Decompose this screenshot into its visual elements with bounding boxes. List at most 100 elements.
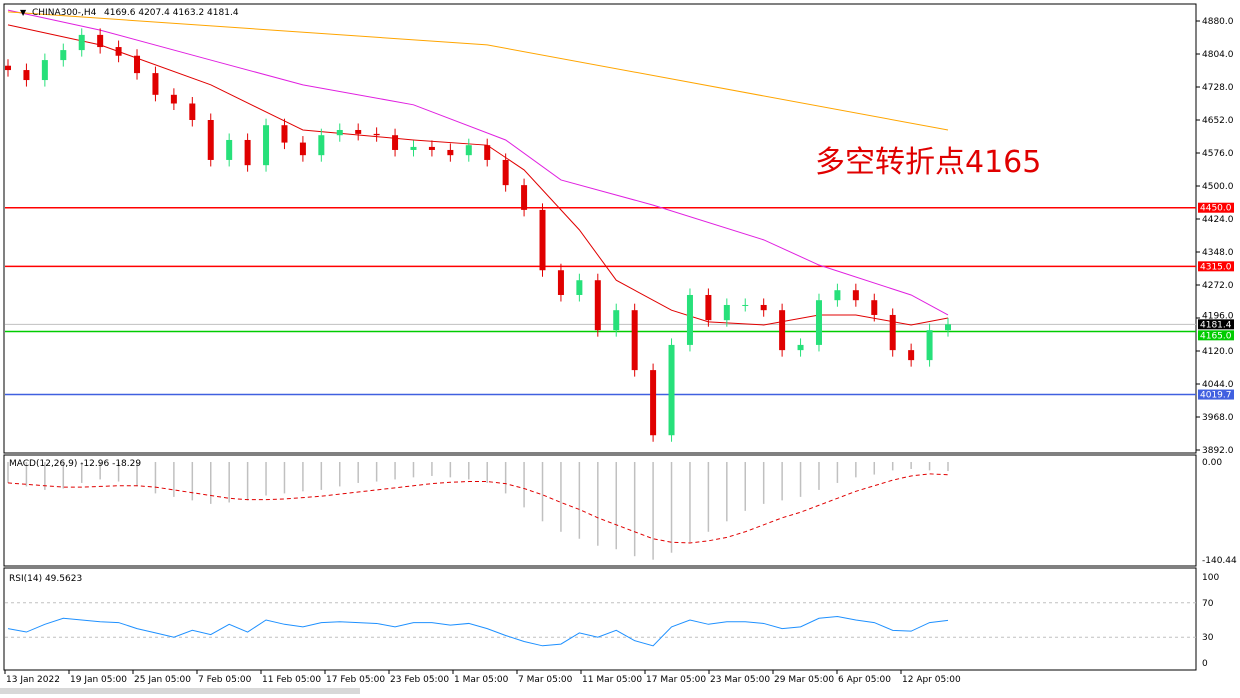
moving-average-line [7,9,949,316]
candle-body [134,55,141,74]
price-level-label: 4019.7 [1200,391,1232,401]
candle-body [5,65,11,71]
candle-body [60,50,67,61]
x-tick-label: 17 Mar 05:00 [646,675,706,685]
candle-body [834,290,841,301]
x-tick-label: 23 Feb 05:00 [390,675,449,685]
y-tick-label: 4728.0 [1202,83,1234,93]
x-tick-label: 13 Jan 2022 [6,675,60,685]
candle-body [207,120,214,160]
candle-body [668,344,675,436]
candle-body [447,149,454,156]
y-tick-label: 3968.0 [1202,413,1234,423]
candle-body [410,146,417,150]
rsi-tick-label: 0 [1202,659,1208,669]
x-tick-label: 17 Feb 05:00 [326,675,385,685]
x-tick-label: 23 Mar 05:00 [710,675,770,685]
price-level-tag [1198,261,1234,272]
candle-body [521,185,528,210]
candle-body [557,270,564,295]
candle-body [244,139,251,166]
x-tick-label: 19 Jan 05:00 [70,675,127,685]
price-level-label: 4450.0 [1200,204,1232,214]
x-tick-label: 7 Mar 05:00 [518,675,573,685]
candle-body [576,280,583,295]
symbol-dropdown-icon[interactable]: ▼ [20,8,27,17]
y-tick-label: 4880.0 [1202,17,1234,27]
candle-body [152,73,159,95]
price-level-tag [1198,389,1234,400]
candle-body [926,330,933,361]
y-tick-label: 4272.0 [1202,281,1234,291]
candle-body [373,133,380,136]
candle-body [502,159,509,186]
x-tick-label: 6 Apr 05:00 [838,675,891,685]
chart-ohlc: 4169.6 4207.4 4163.2 4181.4 [104,8,239,18]
y-tick-label: 4500.0 [1202,182,1234,192]
candle-body [760,304,767,311]
candle-body [723,304,730,321]
candle-body [815,300,822,345]
macd-panel: 0.00 -140.44 [7,458,1237,566]
y-tick-label: 4348.0 [1202,248,1234,258]
macd-signal-line [7,473,949,544]
candle-body [650,370,657,436]
candle-body [465,145,472,156]
x-tick-label: 12 Apr 05:00 [902,675,961,685]
candle-body [189,103,196,120]
horizontal-scrollbar[interactable] [0,688,360,694]
price-level-label: 4165.0 [1200,331,1232,341]
price-level-tag [1198,319,1234,330]
candle-body [318,135,325,156]
x-tick-label: 11 Feb 05:00 [262,675,321,685]
candle-body [594,280,601,331]
rsi-panel: 100 70 30 0 [5,573,1219,669]
candle-body [871,300,878,315]
rsi-tick-label: 100 [1202,573,1219,583]
rsi-tick-label: 70 [1202,599,1214,609]
annotation-text: 多空转折点4165 [815,145,1041,180]
x-tick-label: 29 Mar 05:00 [774,675,834,685]
y-tick-label: 4804.0 [1202,50,1234,60]
candle-body [852,290,859,301]
candle-body [299,142,306,156]
price-level-label: 4315.0 [1200,262,1232,272]
price-panel: 4880.0 4804.0 4728.0 4652.0 4576.0 4500.0 4424… [5,9,1234,456]
y-tick-label: 4652.0 [1202,116,1234,126]
candle-body [945,324,951,331]
macd-tick-label: -140.44 [1202,556,1237,566]
candle-body [23,70,30,81]
moving-average-line [7,11,949,131]
price-level-tag [1198,202,1234,213]
candle-body [908,350,915,361]
candle-body [41,60,48,81]
candle-body [797,344,804,351]
candle-body [78,34,85,51]
y-tick-label: 3892.0 [1202,446,1234,456]
rsi-tick-label: 30 [1202,633,1214,643]
candle-body [428,146,435,150]
y-tick-label: 4576.0 [1202,149,1234,159]
candle-body [889,314,896,351]
macd-title: MACD(12,26,9) -12.96 -18.29 [9,459,141,469]
candle-body [336,129,343,136]
candle-body [631,310,638,371]
macd-tick-label: 0.00 [1202,458,1222,468]
y-tick-label: 4120.0 [1202,347,1234,357]
x-tick-label: 25 Jan 05:00 [134,675,191,685]
candle-body [613,310,620,331]
chart-symbol: CHINA300-,H4 [32,8,97,18]
candle-body [484,145,491,160]
candle-body [170,94,177,104]
candle-body [742,304,749,306]
candle-body [705,294,712,321]
candle-body [115,47,122,56]
price-level-label: 4181.4 [1200,320,1232,330]
y-tick-label: 4044.0 [1202,380,1234,390]
price-level-tag [1198,330,1234,341]
panel-frames [3,3,1197,671]
candle-body [355,129,362,134]
candle-body [779,310,786,351]
rsi-title: RSI(14) 49.5623 [9,574,82,584]
